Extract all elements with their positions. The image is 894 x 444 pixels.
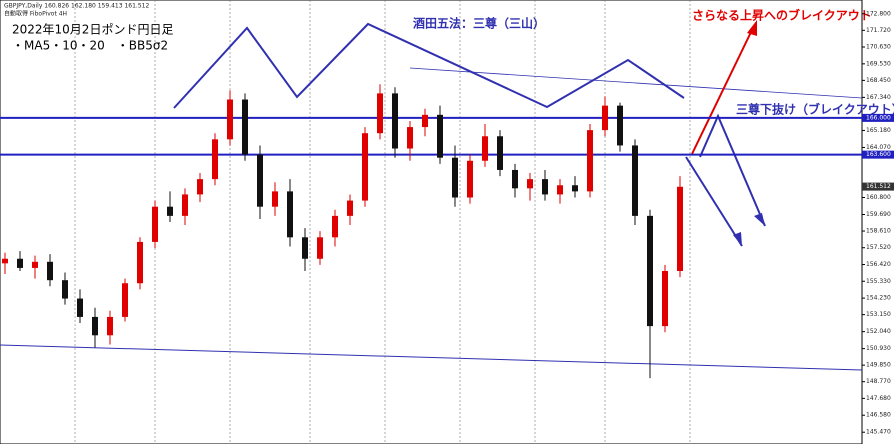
candle-body: [662, 270, 668, 327]
arrow-head: [733, 232, 742, 246]
candle-body: [632, 145, 638, 216]
candle-body: [602, 105, 608, 131]
breakout-arrow: [691, 29, 753, 155]
y-tick-label: 167.340: [866, 94, 891, 101]
breakout-label: さらなる上昇へのブレイクアウト: [692, 8, 872, 23]
level-label: 166.000: [866, 114, 891, 121]
y-tick-label: 159.690: [866, 211, 891, 218]
candle-body: [467, 160, 473, 198]
candle-body: [512, 169, 518, 189]
level-label: 163.600: [866, 151, 891, 158]
candle-body: [272, 191, 278, 207]
candle-body: [422, 114, 428, 128]
y-tick-label: 149.850: [866, 362, 891, 369]
candle-body: [482, 136, 488, 161]
y-tick-label: 148.770: [866, 378, 891, 385]
candle-body: [392, 93, 398, 149]
y-tick-label: 156.420: [866, 261, 891, 268]
candle-body: [257, 154, 263, 207]
pattern-label: 酒田五法：三尊（三山）: [413, 16, 545, 31]
candle-body: [572, 185, 578, 192]
candle-body: [212, 139, 218, 180]
candle-body: [362, 133, 368, 201]
candle-body: [587, 130, 593, 192]
candle-body: [452, 157, 458, 198]
candle-body: [347, 200, 353, 216]
candle-body: [647, 215, 653, 327]
last-price-label: 161.512: [866, 183, 891, 190]
y-tick-label: 158.610: [866, 228, 891, 235]
annotation-lines: [0, 22, 863, 371]
candle-body: [542, 179, 548, 195]
candle-body: [437, 114, 443, 158]
candle-body: [107, 316, 113, 336]
candle-body: [137, 241, 143, 284]
candle-body: [242, 99, 248, 155]
symbol-line: GBPJPY,Daily 160.826 162.180 159.413 161…: [4, 3, 149, 10]
candle-body: [227, 99, 233, 140]
y-tick-label: 172.800: [866, 10, 891, 17]
candle-body: [152, 206, 158, 242]
candle-body: [47, 261, 53, 281]
candle-body: [677, 186, 683, 271]
level-tag: [862, 150, 894, 159]
candle-body: [407, 127, 413, 149]
candle-body: [317, 237, 323, 259]
candle-body: [92, 316, 98, 336]
candle-body: [287, 191, 293, 238]
candle-body: [62, 280, 68, 299]
arrow-head: [754, 213, 765, 226]
candle-body: [527, 179, 533, 189]
candle-body: [17, 258, 23, 268]
arrow-head: [747, 20, 757, 36]
y-tick-label: 169.530: [866, 60, 891, 67]
chart-subtitle: ・MA5・10・20 ・BB5σ2: [12, 39, 168, 53]
y-tick-label: 168.450: [866, 77, 891, 84]
y-tick-label: 152.040: [866, 328, 891, 335]
level-tag: [862, 113, 894, 122]
y-tick-label: 164.070: [866, 144, 891, 151]
y-tick-label: 155.330: [866, 278, 891, 285]
candle-body: [617, 105, 623, 146]
y-tick-label: 157.520: [866, 244, 891, 251]
candle-body: [122, 283, 128, 317]
sub-line: 自動取得 FiboPivot 4H: [4, 10, 67, 18]
breakdown-label: 三尊下抜け（ブレイクアウト）: [736, 102, 894, 117]
y-tick-label: 165.180: [866, 127, 891, 134]
candle-body: [77, 298, 83, 317]
y-tick-label: 146.580: [866, 412, 891, 419]
y-tick-label: 150.930: [866, 345, 891, 352]
y-tick-label: 153.150: [866, 311, 891, 318]
plot-frame: [0, 0, 863, 444]
candle-body: [497, 136, 503, 170]
y-tick-label: 145.470: [866, 429, 891, 436]
candle-body: [332, 215, 338, 238]
candle-body: [302, 237, 308, 259]
y-tick-label: 170.630: [866, 44, 891, 51]
candle-body: [557, 185, 563, 195]
candle-body: [182, 194, 188, 216]
last-price-tag: [862, 182, 894, 191]
y-tick-label: 147.680: [866, 395, 891, 402]
y-tick-label: 160.800: [866, 194, 891, 201]
period-separators: [74, 0, 691, 444]
y-tick-label: 171.720: [866, 27, 891, 34]
candle-body: [377, 93, 383, 134]
candle-body: [2, 258, 8, 264]
candle-body: [167, 206, 173, 216]
chart-title: 2022年10月2日ポンド円日足: [12, 23, 173, 37]
candle-body: [197, 179, 203, 195]
candle-body: [32, 261, 38, 268]
y-tick-label: 154.230: [866, 295, 891, 302]
